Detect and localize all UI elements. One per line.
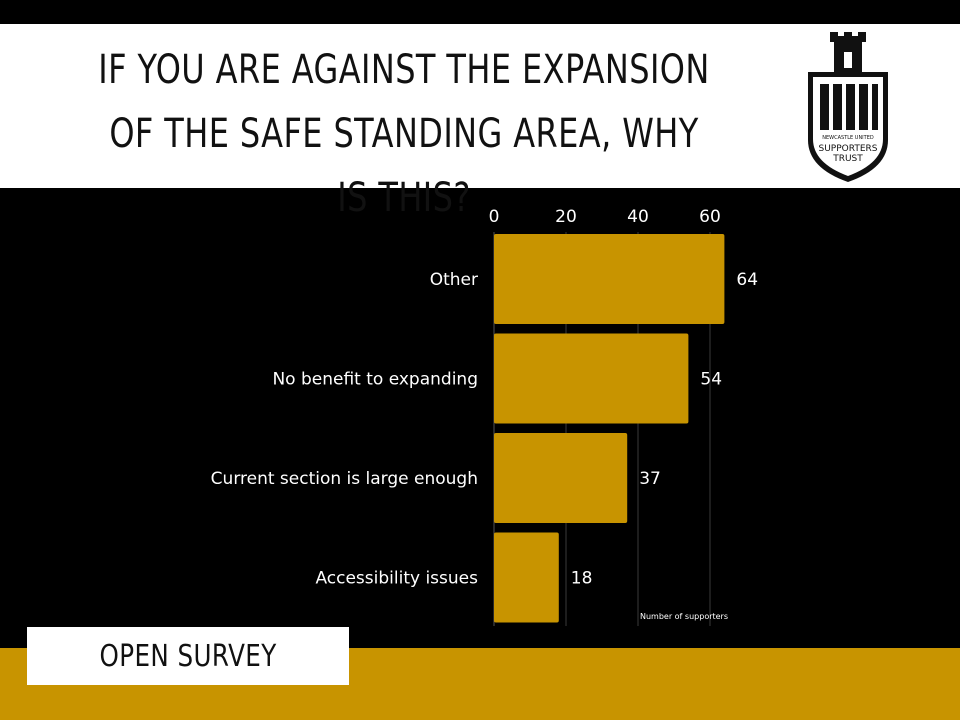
category-label: Other (430, 270, 478, 290)
category-label: Accessibility issues (315, 569, 478, 589)
data-label: 54 (700, 370, 722, 390)
data-label: 18 (571, 569, 593, 589)
x-tick-label: 20 (555, 207, 577, 227)
data-label: 64 (736, 270, 758, 290)
bar (494, 433, 628, 523)
header-banner: IF YOU ARE AGAINST THE EXPANSION OF THE … (0, 24, 960, 221)
x-axis-title: Number of supporters (640, 612, 728, 621)
open-survey-label: OPEN SURVEY (99, 638, 277, 674)
category-label: No benefit to expanding (272, 370, 478, 390)
open-survey-badge: OPEN SURVEY (27, 627, 349, 685)
bar-chart: 0 20 40 60 Other 64 No benefit to expanding 54 C… (211, 207, 758, 626)
category-label: Current section is large enough (211, 469, 478, 489)
x-tick-label: 40 (627, 207, 649, 227)
supporters-trust-logo: NEWCASTLE UNITED SUPPORTERS TRUST (808, 32, 888, 182)
logo-small-text: NEWCASTLE UNITED (822, 135, 874, 141)
logo-text-line1: SUPPORTERS (819, 144, 878, 154)
bar (494, 532, 559, 623)
bar (494, 234, 725, 324)
page-title: IF YOU ARE AGAINST THE EXPANSION OF THE … (98, 47, 710, 221)
x-tick-label: 0 (489, 207, 500, 227)
bar (494, 333, 689, 424)
x-tick-label: 60 (699, 207, 721, 227)
data-label: 37 (639, 469, 661, 489)
logo-text-line2: TRUST (832, 154, 863, 164)
